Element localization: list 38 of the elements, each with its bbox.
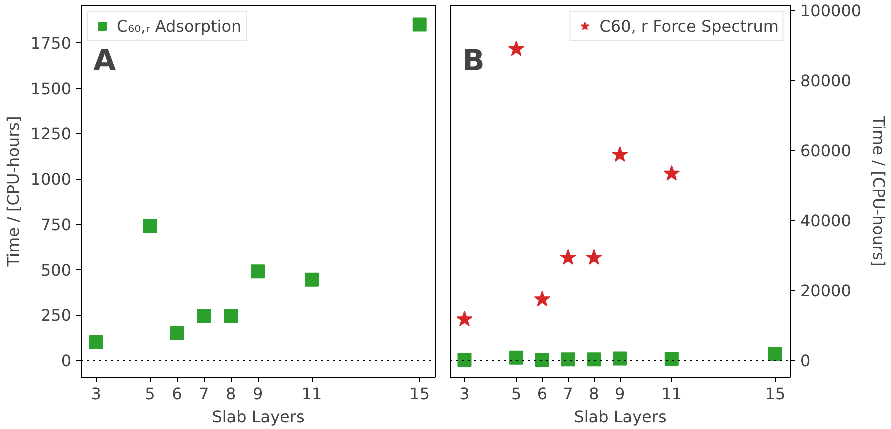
x-tick-label: 11 [302,384,322,404]
y2-axis-title: Time / [CPU-hours] [870,115,889,267]
annotation: A [94,44,116,78]
y-axis-title: Time / [CPU-hours] [4,116,23,268]
x-axis-title: Slab Layers [574,408,667,426]
y2-tick-label: 0 [800,352,811,371]
x-tick-label: 8 [589,384,600,404]
x-tick-label: 6 [172,384,182,404]
x-axis-title: Slab Layers [212,408,305,426]
x-tick-label: 6 [537,384,548,404]
y2-tick-label: 100000 [800,1,862,20]
legend-label: C60, r Force Spectrum [600,16,779,36]
x-tick-label: 11 [662,384,682,404]
x-tick-label: 15 [765,384,786,404]
x-tick-label: 7 [563,384,574,404]
x-tick-label: 15 [410,384,430,404]
annotation: B [462,44,485,78]
x-tick-label: 5 [145,384,156,404]
x-tick-label: 8 [226,384,236,404]
x-tick-label: 7 [199,384,210,404]
x-tick-label: 9 [615,384,626,404]
y2-tick-label: 40000 [800,211,852,230]
y-tick-label: 0 [61,352,72,371]
y-tick-label: 1000 [30,170,72,190]
y-tick-label: 500 [40,260,72,280]
x-tick-label: 3 [91,384,102,404]
y2-tick-label: 80000 [800,71,852,90]
legend-label: C₆₀,ᵣ Adsorption [117,16,242,36]
x-tick-label: 5 [511,384,522,404]
y-tick-label: 1250 [30,124,72,144]
y-tick-label: 750 [40,215,72,234]
y-tick-label: 250 [40,306,72,326]
x-tick-label: 3 [460,384,470,404]
y-tick-label: 1500 [30,79,72,98]
y-tick-label: 1750 [30,34,72,53]
y2-tick-label: 20000 [800,281,852,300]
y2-tick-label: 60000 [800,141,852,160]
x-tick-label: 9 [253,384,264,404]
